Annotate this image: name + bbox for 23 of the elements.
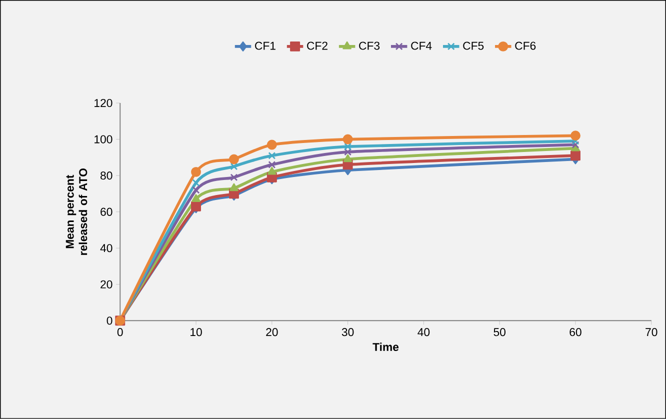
x-axis-title: Time xyxy=(372,342,399,352)
y-tick-label: 40 xyxy=(100,244,112,252)
y-tick-label: 0 xyxy=(106,316,112,325)
legend-label: CF2 xyxy=(307,42,328,50)
legend-label: CF1 xyxy=(255,42,276,50)
y-tick-label: 80 xyxy=(100,172,112,180)
x-tick-label: 60 xyxy=(570,328,582,336)
y-axis-title: Mean percent released of ATO xyxy=(66,168,88,255)
x-tick-label: 10 xyxy=(190,328,202,336)
y-tick-label: 60 xyxy=(100,208,112,216)
x-tick-label: 70 xyxy=(646,328,658,336)
x-tick-label: 0 xyxy=(117,328,123,336)
legend-label: CF5 xyxy=(463,42,484,50)
y-tick-label: 120 xyxy=(94,99,112,108)
y-tick-label: 100 xyxy=(94,135,112,144)
legend-label: CF6 xyxy=(515,42,536,50)
legend-label: CF3 xyxy=(359,42,380,50)
x-tick-label: 20 xyxy=(266,328,278,336)
x-tick-label: 40 xyxy=(418,328,430,336)
x-tick-label: 50 xyxy=(494,328,506,336)
x-tick-label: 30 xyxy=(342,328,354,336)
y-tick-label: 20 xyxy=(100,280,112,288)
legend-label: CF4 xyxy=(411,42,432,50)
